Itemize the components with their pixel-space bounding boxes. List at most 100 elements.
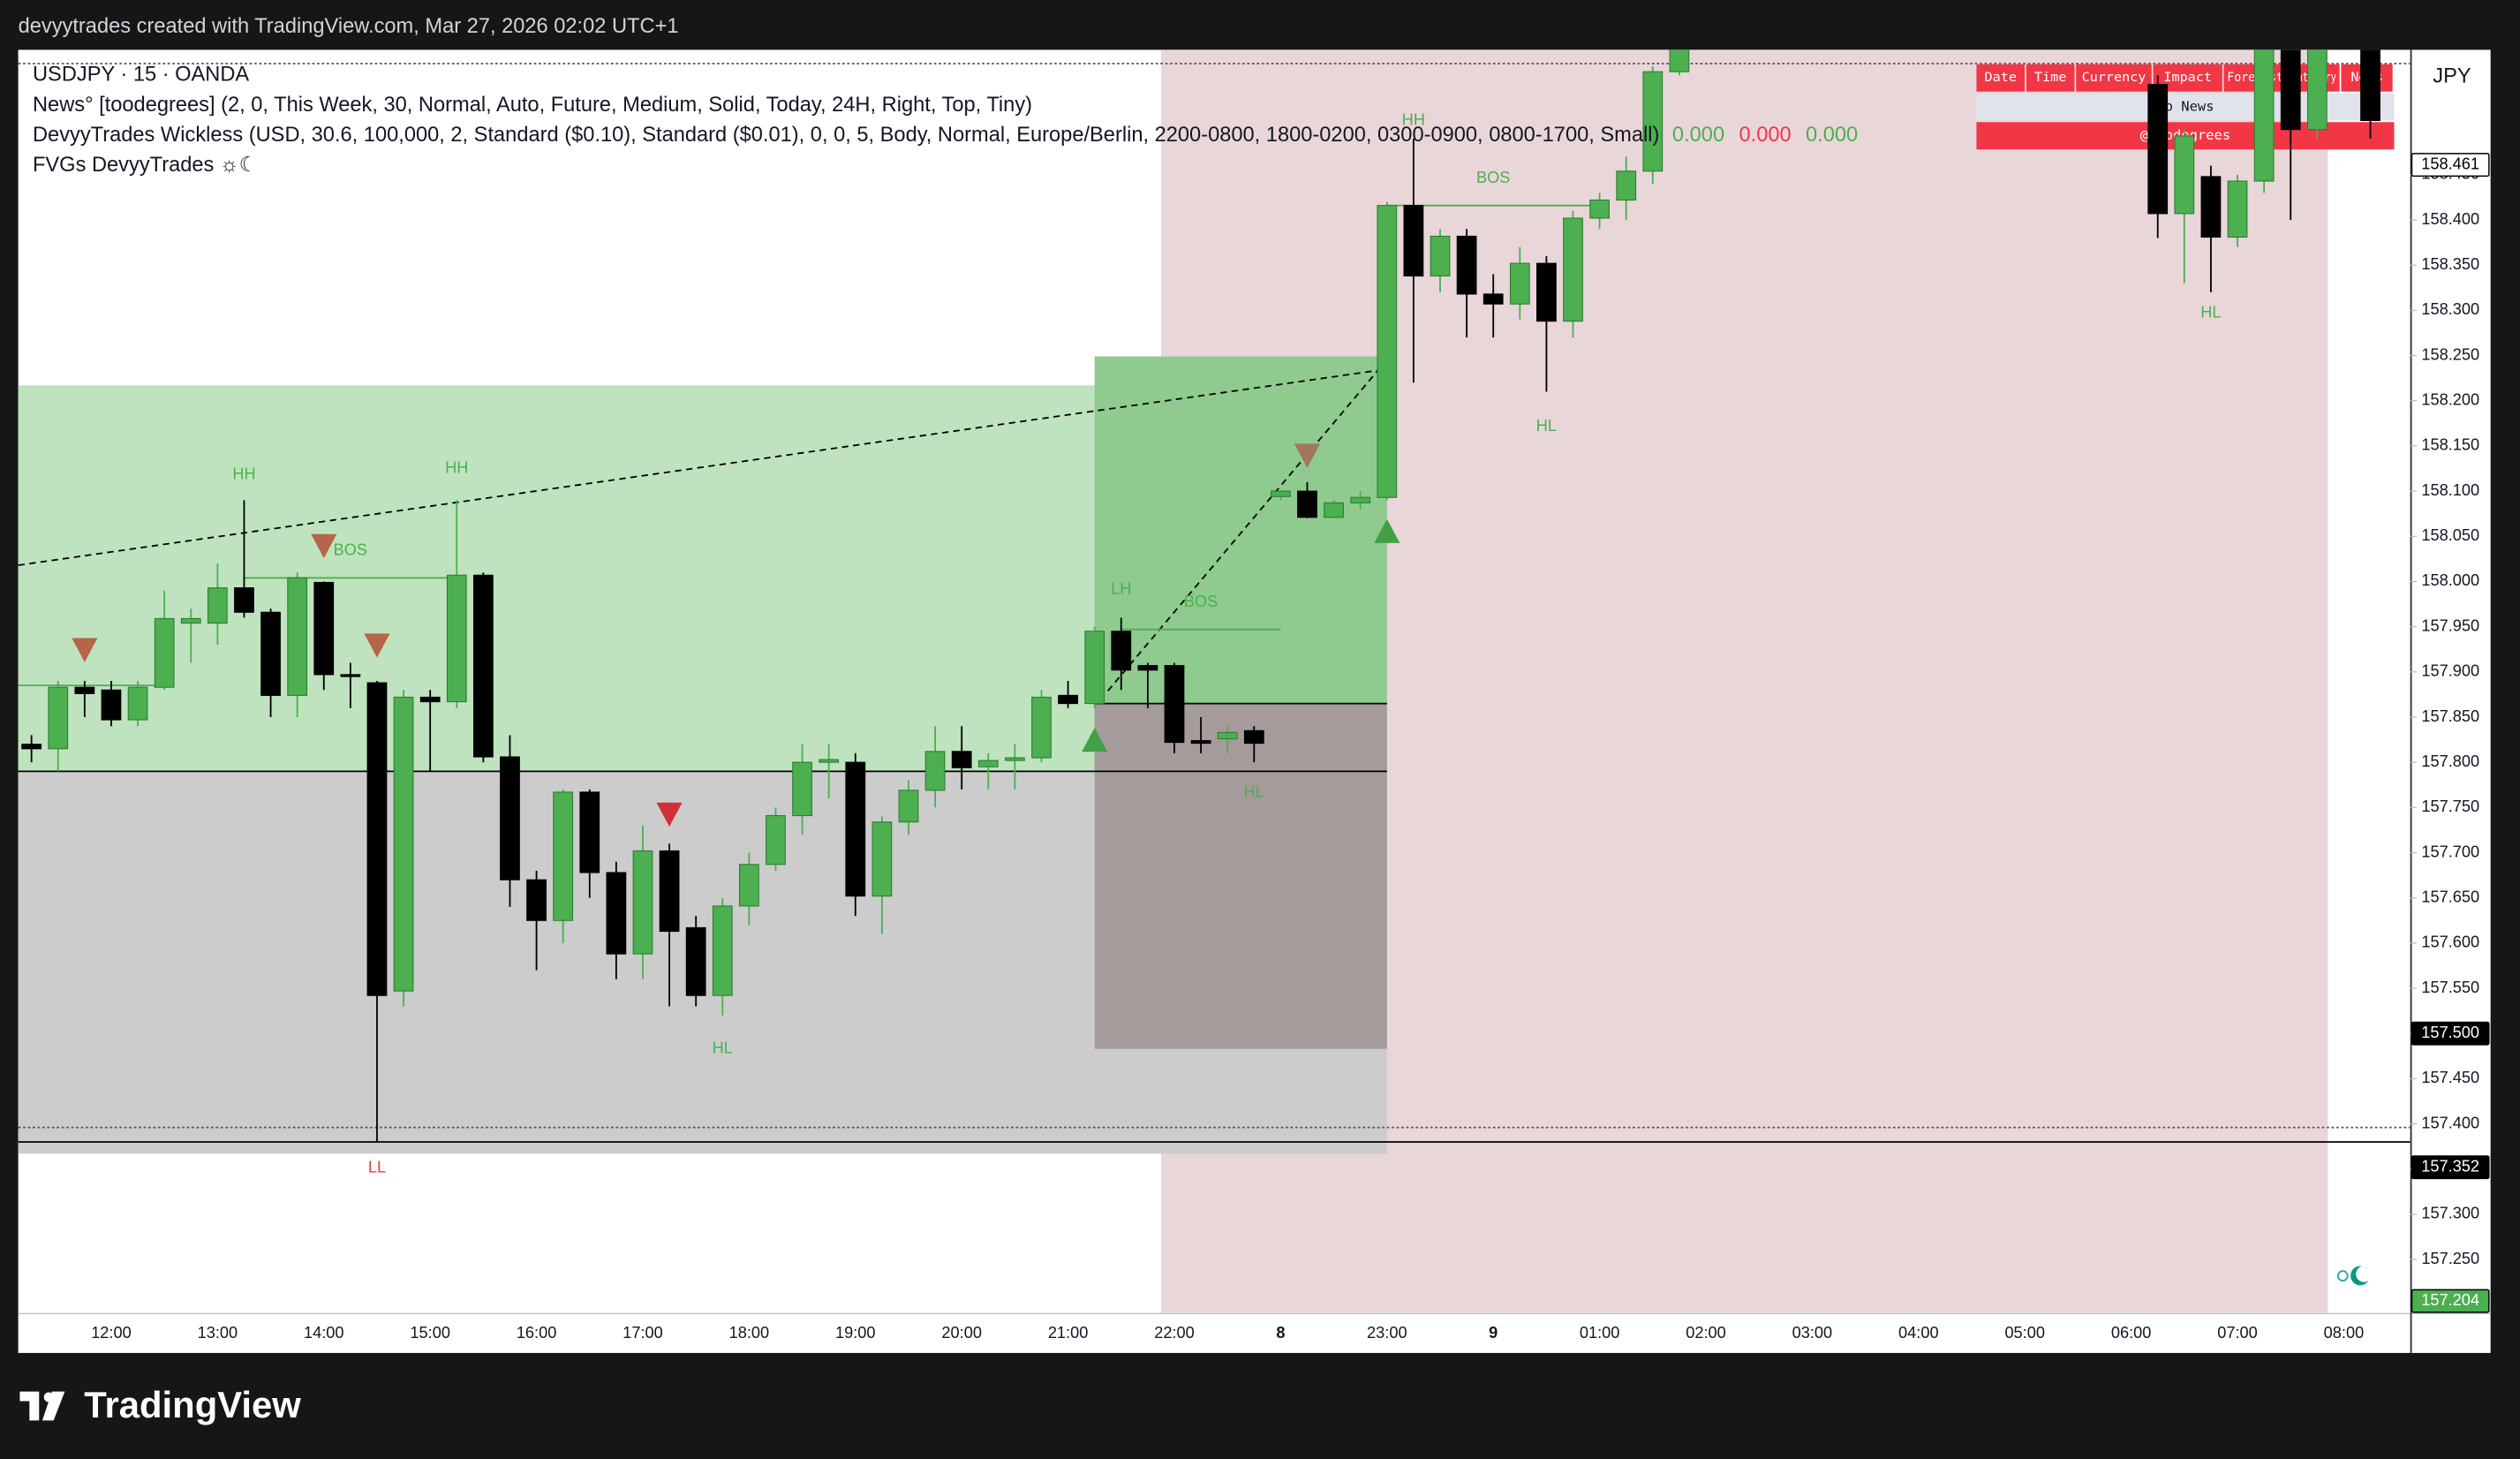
price-badge-label: 157.204 <box>2421 1291 2479 1309</box>
candle-body <box>1058 694 1078 705</box>
x-tick-label: 01:00 <box>1580 1324 1620 1342</box>
price-badge-label: 157.500 <box>2421 1024 2479 1041</box>
table-header-text: Currency <box>2082 70 2147 85</box>
table-row-text: No News <box>2156 98 2214 114</box>
candle-body <box>2227 180 2248 238</box>
y-tick-label: 158.400 <box>2421 210 2479 228</box>
y-tick-label: 158.150 <box>2421 436 2479 454</box>
signal-triangle <box>1294 443 1321 468</box>
candle-body <box>180 617 201 624</box>
y-tick-label: 157.550 <box>2421 979 2479 996</box>
candle-body <box>1005 757 1025 761</box>
candle-body <box>1137 665 1158 671</box>
legend-value: 0.000 <box>1672 124 1724 147</box>
x-tick-label: 06:00 <box>2111 1324 2152 1342</box>
signal-triangle <box>656 802 683 828</box>
structure-label: BOS <box>334 541 367 558</box>
structure-label: LL <box>368 1158 386 1176</box>
candle-body <box>2147 83 2169 215</box>
structure-label: LH <box>1111 579 1131 597</box>
drawing-line <box>18 368 1387 566</box>
legend-value: 0.000 <box>1806 124 1858 147</box>
candle-body <box>977 760 999 767</box>
zone <box>1094 703 1387 1049</box>
candle-body <box>2360 49 2380 122</box>
candle-body <box>472 574 494 758</box>
x-tick-label: 13:00 <box>198 1324 238 1342</box>
candle-body <box>1616 170 1637 201</box>
y-tick-label: 157.450 <box>2421 1069 2479 1086</box>
price-badge <box>2411 153 2490 178</box>
y-tick-label: 157.400 <box>2421 1114 2479 1131</box>
y-tick-label: 157.600 <box>2421 934 2479 951</box>
y-tick-label: 158.000 <box>2421 571 2479 589</box>
signal-triangle <box>364 633 390 658</box>
y-tick-label: 158.100 <box>2421 481 2479 499</box>
candle-body <box>659 850 680 933</box>
candle-body <box>739 864 759 907</box>
x-tick-label: 22:00 <box>1154 1324 1195 1342</box>
candle-body <box>632 850 653 955</box>
price-badge <box>2411 1021 2490 1046</box>
candle-body <box>313 581 335 676</box>
x-tick-label: 04:00 <box>1898 1324 1939 1342</box>
candle-body <box>1297 490 1317 518</box>
x-tick-label: 02:00 <box>1686 1324 1726 1342</box>
candle-body <box>819 759 840 763</box>
zone <box>1094 356 1387 704</box>
structure-label: HH <box>232 465 255 482</box>
brand-logo <box>19 1391 65 1421</box>
candle-body <box>1350 496 1371 503</box>
candle-body <box>366 682 388 996</box>
y-tick-label: 157.300 <box>2421 1205 2479 1222</box>
table-header-text: Impact <box>2163 70 2212 85</box>
x-tick-label: 9 <box>1489 1324 1498 1342</box>
table-header-cell <box>1976 64 2026 92</box>
candle-body <box>500 756 520 881</box>
legend-line: FVGs DevyyTrades ☼☾ <box>33 154 258 177</box>
price-badge <box>2411 1289 2490 1313</box>
candle-body <box>287 577 308 696</box>
candle-body <box>48 686 69 750</box>
candle-body <box>101 689 122 721</box>
x-tick-label: 8 <box>1276 1324 1285 1342</box>
candle-body <box>207 587 228 624</box>
y-tick-label: 157.900 <box>2421 662 2479 680</box>
candle-body <box>685 926 706 996</box>
candle-body <box>1483 293 1504 305</box>
y-tick-label: 157.800 <box>2421 752 2479 770</box>
candle-body <box>526 879 547 921</box>
candle-body <box>74 686 95 694</box>
x-tick-label: 16:00 <box>517 1324 557 1342</box>
candle-body <box>419 696 441 703</box>
candle-body <box>2174 135 2195 215</box>
candle-body <box>1377 205 1398 498</box>
x-tick-label: 18:00 <box>729 1324 770 1342</box>
structure-label: HH <box>445 458 468 476</box>
plot-area: DateTimeCurrencyImpactForecastCategoryNe… <box>18 49 2411 1313</box>
structure-label: HL <box>1536 417 1557 435</box>
table-header-cell <box>2026 64 2075 92</box>
overlay: 158.450158.400158.350158.300158.250158.2… <box>33 64 2490 1342</box>
candle-body <box>1190 740 1211 745</box>
candle-body <box>712 905 733 996</box>
candle-body <box>871 821 893 897</box>
structure-label: HL <box>713 1039 733 1056</box>
x-tick-label: 21:00 <box>1048 1324 1089 1342</box>
y-tick-label: 158.250 <box>2421 345 2479 363</box>
x-tick-label: 03:00 <box>1792 1324 1833 1342</box>
candle-body <box>1669 49 1690 72</box>
y-tick-label: 158.300 <box>2421 300 2479 318</box>
x-tick-label: 12:00 <box>91 1324 132 1342</box>
candle-body <box>2253 49 2275 182</box>
candle-body <box>234 587 254 613</box>
y-tick-label: 157.850 <box>2421 707 2479 725</box>
structure-label: HH <box>1402 110 1425 128</box>
candle-body <box>1430 235 1451 277</box>
table-header-text: Time <box>2034 70 2066 85</box>
x-tick-label: 07:00 <box>2217 1324 2258 1342</box>
x-tick-label: 17:00 <box>622 1324 663 1342</box>
candle-body <box>1217 731 1238 740</box>
drawing-line <box>1107 368 1380 692</box>
